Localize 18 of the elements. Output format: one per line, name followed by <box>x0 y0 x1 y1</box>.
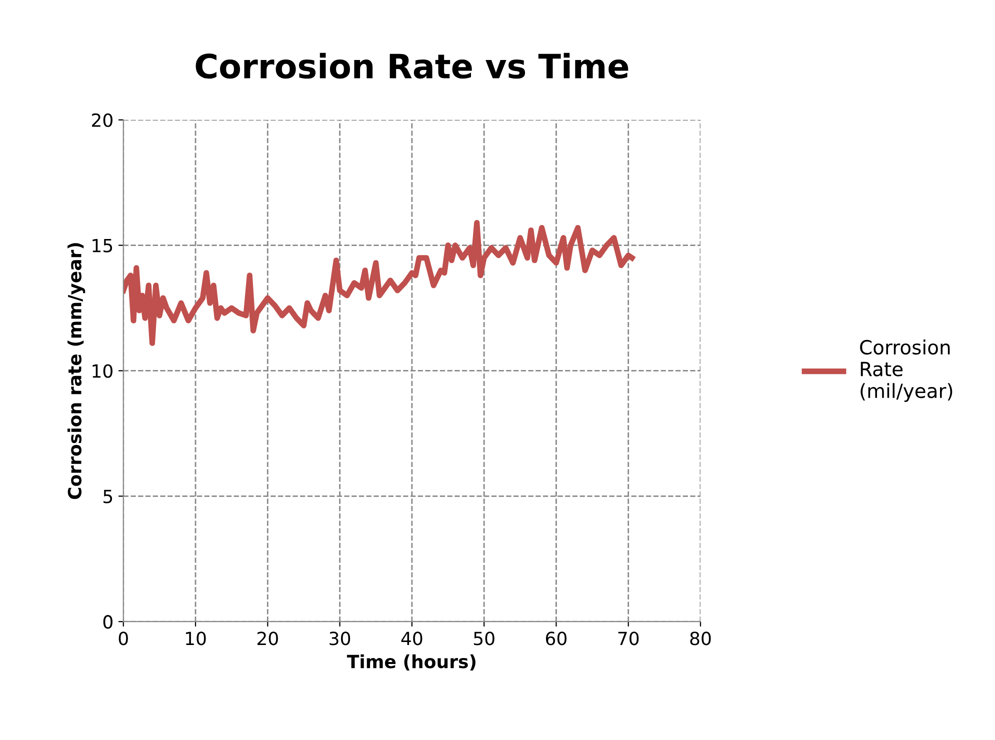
x-tick-label: 50 <box>474 632 494 646</box>
x-tick-label: 30 <box>330 632 350 646</box>
y-tick-label: 20 <box>92 113 112 127</box>
x-tick-label: 70 <box>618 632 639 646</box>
x-tick-label: 10 <box>186 632 206 646</box>
x-axis-title: Time (hours) <box>346 654 476 670</box>
y-axis-title: Corrosion rate (mm/year) <box>68 243 86 500</box>
x-tick-label: 40 <box>401 632 422 646</box>
y-tick-label: 10 <box>92 364 112 378</box>
y-tick-label: 15 <box>92 239 112 252</box>
legend-label: Corrosion Rate (mil/year) <box>860 340 952 402</box>
x-tick-label: 0 <box>118 632 128 646</box>
x-tick-label: 60 <box>546 632 566 646</box>
y-tick-label: 0 <box>103 615 112 629</box>
y-tick-label: 5 <box>104 490 112 504</box>
chart-title: Corrosion Rate vs Time <box>196 52 628 79</box>
x-tick-label: 20 <box>257 632 278 646</box>
x-tick-label: 80 <box>690 632 711 646</box>
